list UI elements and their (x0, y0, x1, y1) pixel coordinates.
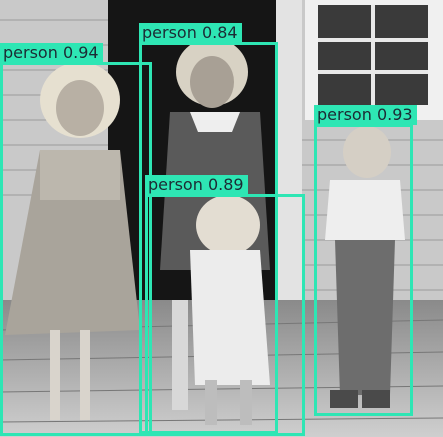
detection-label-4: person 0.89 (145, 175, 248, 195)
detection-box-4: person 0.89 (145, 175, 305, 436)
detection-class-1: person (3, 43, 58, 62)
detection-score-2: 0.84 (201, 23, 238, 42)
detection-box-3: person 0.93 (314, 105, 417, 416)
detection-class-4: person (148, 175, 203, 194)
detection-box-1: person 0.94 (0, 43, 152, 436)
detection-score-4: 0.89 (207, 175, 244, 194)
detection-box-2: person 0.84 (139, 23, 278, 434)
detection-class-2: person (142, 23, 197, 42)
detection-label-3: person 0.93 (314, 105, 417, 125)
detection-label-1: person 0.94 (0, 43, 103, 63)
detection-score-1: 0.94 (62, 43, 99, 62)
detection-class-3: person (317, 105, 372, 124)
detection-label-2: person 0.84 (139, 23, 242, 43)
detection-score-3: 0.93 (376, 105, 413, 124)
